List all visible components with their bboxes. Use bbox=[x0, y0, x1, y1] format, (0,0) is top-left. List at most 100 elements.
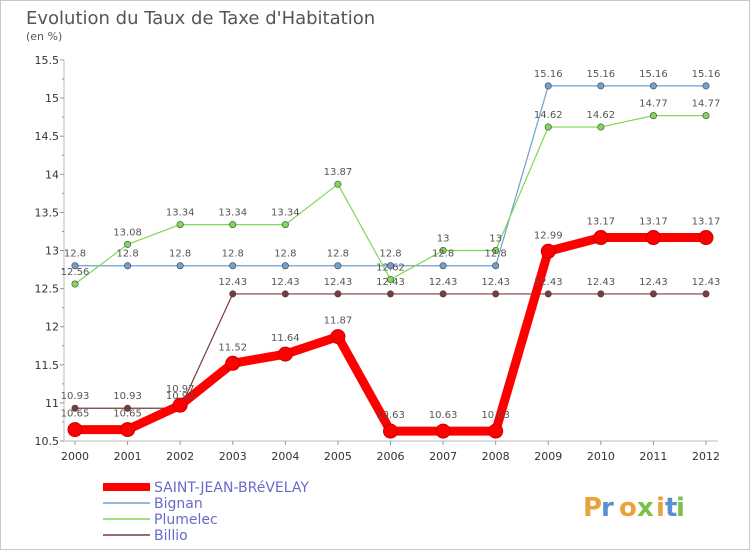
data-label: 12.8 bbox=[379, 249, 401, 260]
legend-label: SAINT-JEAN-BRéVELAY bbox=[154, 480, 309, 496]
data-point bbox=[67, 422, 83, 438]
y-tick-label: 14.5 bbox=[35, 130, 60, 143]
data-point bbox=[593, 230, 609, 246]
x-tick-label: 2012 bbox=[692, 450, 720, 463]
data-point bbox=[544, 82, 552, 90]
data-label: 12.43 bbox=[587, 277, 616, 288]
y-tick-label: 13 bbox=[45, 245, 59, 258]
data-label: 14.77 bbox=[639, 99, 668, 110]
data-label: 10.63 bbox=[376, 410, 405, 421]
data-label: 12.8 bbox=[432, 249, 454, 260]
legend-label: Bignan bbox=[154, 496, 203, 512]
data-point bbox=[702, 112, 710, 120]
data-label: 14.62 bbox=[587, 110, 616, 121]
data-label: 13 bbox=[489, 234, 502, 245]
data-point bbox=[334, 180, 342, 188]
logo-letter: P bbox=[583, 493, 602, 523]
data-point bbox=[71, 404, 79, 412]
y-tick-label: 13.5 bbox=[35, 206, 60, 219]
data-point bbox=[597, 290, 605, 298]
y-tick-label: 11 bbox=[45, 397, 59, 410]
data-point bbox=[229, 221, 237, 229]
y-tick-label: 11.5 bbox=[35, 359, 60, 372]
data-label: 14.62 bbox=[534, 110, 563, 121]
data-label: 10.63 bbox=[429, 410, 458, 421]
logo-letter: t bbox=[665, 493, 677, 523]
x-tick-label: 2004 bbox=[271, 450, 299, 463]
logo-letter: i bbox=[656, 493, 665, 523]
data-label: 13.08 bbox=[113, 227, 142, 238]
data-point bbox=[544, 290, 552, 298]
chart-title: Evolution du Taux de Taxe d'Habitation bbox=[26, 8, 375, 29]
data-point bbox=[488, 423, 504, 439]
data-point bbox=[281, 290, 289, 298]
series-labels: 10.65 10.65 10.97 11.52 11.64 11.87 10.63 10.63… bbox=[61, 69, 721, 421]
data-label: 12.43 bbox=[376, 277, 405, 288]
data-label: 13.17 bbox=[639, 217, 668, 228]
x-tick-label: 2008 bbox=[482, 450, 510, 463]
data-label: 12.8 bbox=[222, 249, 244, 260]
x-tick-label: 2007 bbox=[429, 450, 457, 463]
axes: 10.5 11 11.5 12 12.5 13 13.5 14 14.5 15 15.5 2000 20… bbox=[35, 54, 721, 463]
data-label: 13.34 bbox=[271, 208, 300, 219]
data-point bbox=[124, 404, 132, 412]
data-point bbox=[334, 262, 342, 270]
data-point bbox=[176, 221, 184, 229]
data-label: 10.93 bbox=[166, 391, 195, 402]
data-point bbox=[698, 230, 714, 246]
data-point bbox=[330, 329, 346, 345]
data-label: 13.17 bbox=[587, 217, 616, 228]
data-label: 10.65 bbox=[113, 409, 142, 420]
data-point bbox=[386, 275, 394, 283]
y-tick-label: 10.5 bbox=[35, 435, 60, 448]
data-point bbox=[435, 423, 451, 439]
data-point bbox=[172, 397, 188, 413]
data-point bbox=[439, 247, 447, 255]
logo-letter: i bbox=[676, 493, 685, 523]
data-point bbox=[229, 290, 237, 298]
data-label: 15.16 bbox=[639, 69, 668, 80]
data-label: 12.43 bbox=[324, 277, 353, 288]
data-point bbox=[120, 422, 136, 438]
data-label: 15.16 bbox=[587, 69, 616, 80]
y-tick-label: 14 bbox=[45, 168, 59, 181]
x-tick-label: 2000 bbox=[61, 450, 89, 463]
data-point bbox=[645, 230, 661, 246]
data-label: 15.16 bbox=[534, 69, 563, 80]
data-label: 10.97 bbox=[166, 384, 195, 395]
data-label: 10.93 bbox=[113, 391, 142, 402]
data-label: 13 bbox=[437, 234, 450, 245]
data-point bbox=[281, 221, 289, 229]
data-point bbox=[439, 290, 447, 298]
data-label: 12.99 bbox=[534, 230, 563, 241]
data-label: 13.87 bbox=[324, 167, 353, 178]
data-point bbox=[492, 290, 500, 298]
data-point bbox=[383, 423, 398, 439]
data-point bbox=[229, 262, 237, 270]
data-label: 12.8 bbox=[327, 249, 349, 260]
data-label: 12.43 bbox=[534, 277, 563, 288]
data-point bbox=[649, 82, 657, 90]
data-label: 12.43 bbox=[692, 277, 721, 288]
data-label: 12.43 bbox=[639, 277, 668, 288]
data-label: 11.52 bbox=[218, 342, 247, 353]
data-label: 12.62 bbox=[376, 262, 405, 273]
data-label: 13.34 bbox=[218, 208, 247, 219]
data-label: 12.43 bbox=[218, 277, 247, 288]
data-point bbox=[124, 240, 132, 248]
data-point bbox=[176, 262, 184, 270]
data-label: 12.8 bbox=[116, 249, 138, 260]
data-point bbox=[386, 290, 394, 298]
data-label: 12.56 bbox=[61, 267, 90, 278]
x-tick-label: 2002 bbox=[166, 450, 194, 463]
data-point bbox=[702, 82, 710, 90]
data-point bbox=[281, 262, 289, 270]
series-points bbox=[67, 82, 714, 439]
x-tick-label: 2003 bbox=[219, 450, 247, 463]
data-label: 12.43 bbox=[271, 277, 300, 288]
data-label: 12.8 bbox=[169, 249, 191, 260]
data-point bbox=[225, 355, 241, 371]
data-point bbox=[277, 346, 293, 362]
data-label: 14.77 bbox=[692, 99, 721, 110]
